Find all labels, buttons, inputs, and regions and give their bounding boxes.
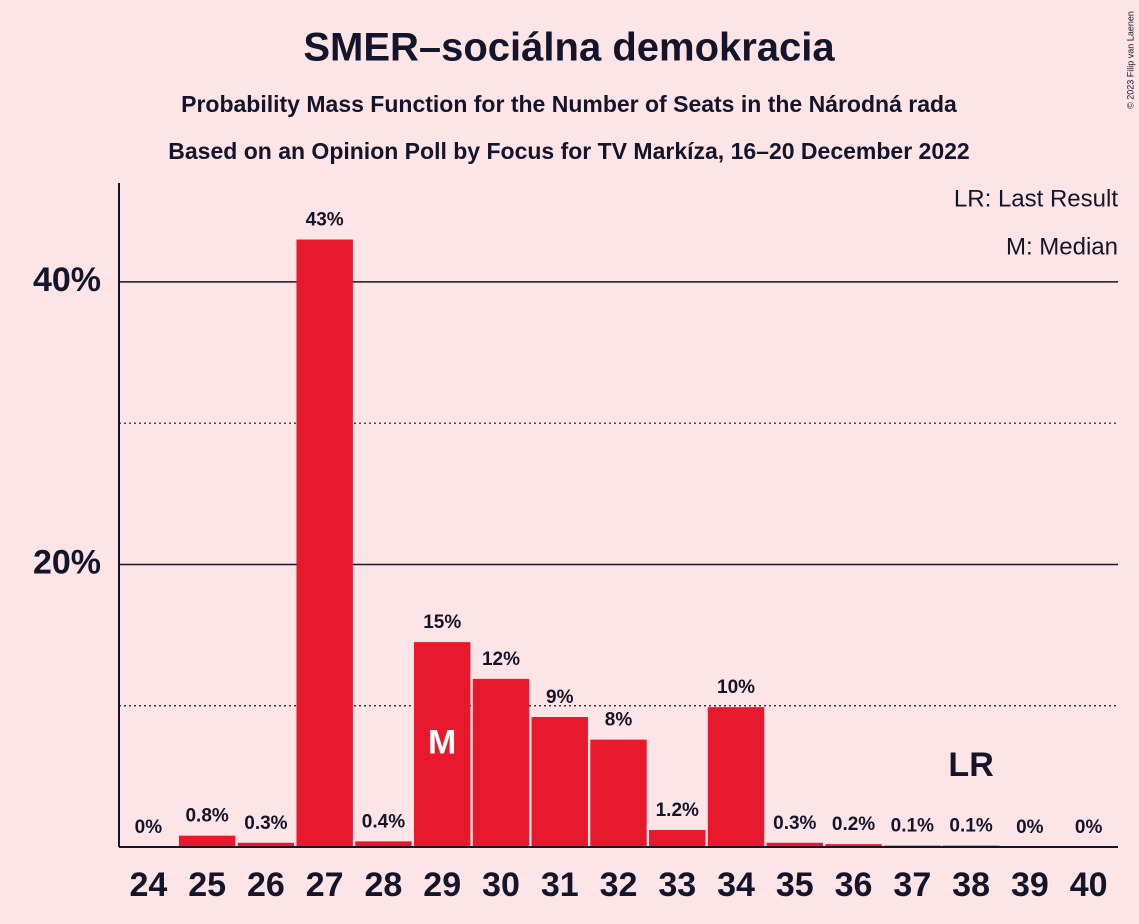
value-label: 0.8% [185, 806, 228, 827]
x-tick-label: 36 [835, 866, 873, 904]
value-label: 0% [135, 817, 163, 838]
value-label: 0% [1075, 817, 1103, 838]
bar [707, 707, 765, 847]
legend-entry: M: Median [1006, 233, 1118, 260]
value-label: 0.2% [832, 814, 875, 835]
x-tick-label: 40 [1070, 866, 1108, 904]
bar [825, 844, 882, 847]
value-label: 9% [546, 687, 574, 708]
value-label: 0.3% [773, 813, 816, 834]
value-label: 8% [605, 710, 633, 731]
x-tick-label: 34 [717, 866, 755, 904]
x-tick-label: 39 [1011, 866, 1049, 904]
bar [649, 830, 706, 847]
value-label: 0.1% [949, 816, 992, 837]
x-tick-label: 29 [423, 866, 461, 904]
value-label: 0.4% [362, 811, 405, 832]
value-label: 0.1% [891, 816, 934, 837]
bar [355, 841, 412, 847]
value-label: 15% [423, 612, 461, 633]
copyright: © 2023 Filip van Laenen [1125, 11, 1135, 109]
x-tick-label: 37 [893, 866, 931, 904]
x-tick-label: 24 [129, 866, 167, 904]
value-label: 0.3% [244, 813, 287, 834]
bar [178, 835, 236, 847]
bar [472, 678, 530, 847]
bar [296, 239, 353, 848]
marker-label: M [428, 724, 456, 762]
bar [413, 642, 471, 847]
value-label: 0% [1016, 817, 1044, 838]
x-tick-label: 32 [600, 866, 638, 904]
value-label: 43% [306, 210, 344, 231]
chart-title: SMER–sociálna demokracia [303, 26, 835, 70]
y-tick-label: 40% [33, 261, 101, 299]
x-tick-label: 31 [541, 866, 579, 904]
y-tick-label: 20% [33, 543, 101, 581]
value-label: 12% [482, 649, 520, 670]
x-tick-label: 30 [482, 866, 520, 904]
x-tick-label: 38 [952, 866, 990, 904]
bar [766, 842, 824, 847]
x-tick-label: 25 [188, 866, 226, 904]
x-tick-label: 35 [776, 866, 814, 904]
x-tick-label: 27 [306, 866, 344, 904]
bar [590, 739, 647, 847]
subtitle: Based on an Opinion Poll by Focus for TV… [168, 138, 969, 164]
marker-label: LR [948, 746, 993, 784]
value-label: 10% [717, 677, 755, 698]
bar [237, 842, 295, 847]
value-label: 1.2% [656, 800, 699, 821]
x-tick-label: 33 [658, 866, 696, 904]
subtitle: Probability Mass Function for the Number… [181, 91, 957, 117]
x-tick-label: 28 [365, 866, 403, 904]
legend-entry: LR: Last Result [954, 185, 1118, 212]
x-tick-label: 26 [247, 866, 285, 904]
bar [531, 717, 588, 847]
